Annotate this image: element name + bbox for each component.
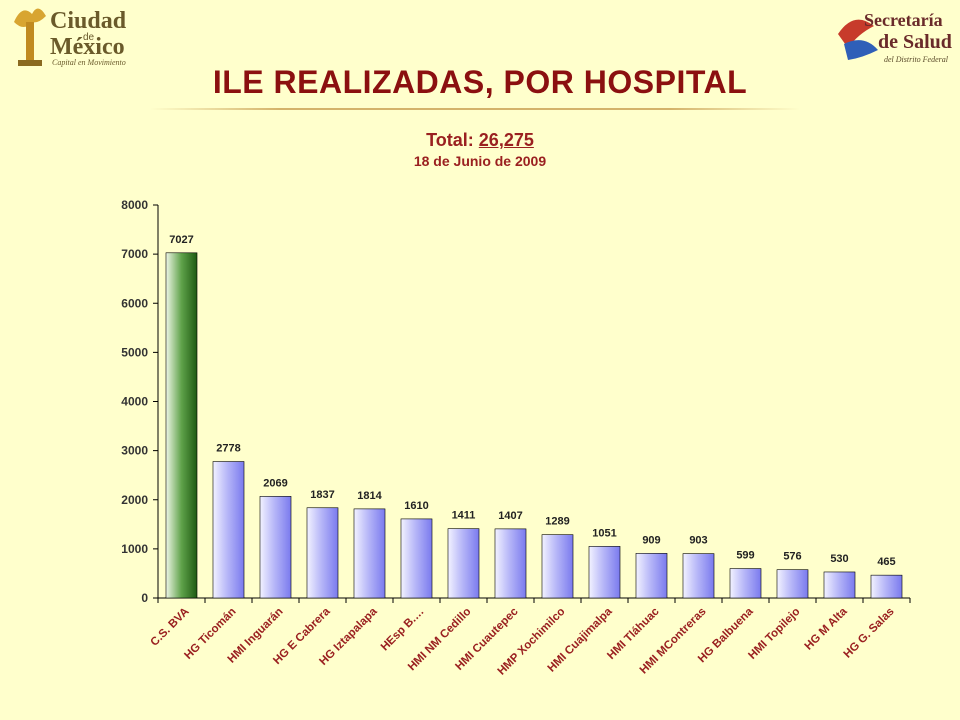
total-value: 26,275 xyxy=(478,130,534,150)
svg-text:de Salud: de Salud xyxy=(878,31,952,53)
svg-text:México: México xyxy=(50,34,125,60)
total-summary: Total: 26,275 xyxy=(0,130,960,151)
category-label: C.S. BVA xyxy=(148,606,191,649)
category-label: HEsp B.… xyxy=(379,606,427,654)
total-label: Total: xyxy=(426,130,474,150)
y-tick-label: 2000 xyxy=(121,493,148,507)
bar xyxy=(400,518,433,599)
y-tick-label: 6000 xyxy=(121,296,148,310)
data-label: 530 xyxy=(830,553,848,565)
bar xyxy=(494,528,527,599)
data-label: 1289 xyxy=(545,516,569,528)
bar xyxy=(823,571,856,599)
secretaria-de-salud-logo: Secretaría de Salud del Distrito Federal xyxy=(838,10,952,64)
svg-text:Secretaría: Secretaría xyxy=(864,10,943,30)
bar xyxy=(212,461,245,599)
data-label: 2778 xyxy=(216,443,240,455)
data-label: 1411 xyxy=(452,510,476,522)
y-tick-label: 8000 xyxy=(121,198,148,212)
data-label: 2069 xyxy=(263,477,287,489)
data-label: 1837 xyxy=(310,489,334,501)
data-label: 576 xyxy=(783,551,801,563)
data-label: 1407 xyxy=(498,510,522,522)
data-label: 1051 xyxy=(592,527,616,539)
bar xyxy=(682,553,715,599)
bar xyxy=(588,546,621,599)
category-label: HG G. Salas xyxy=(842,606,897,661)
bar xyxy=(541,534,574,599)
svg-text:de: de xyxy=(83,32,95,43)
bar xyxy=(306,507,339,599)
bar xyxy=(165,252,198,599)
bar xyxy=(870,574,903,599)
data-label: 599 xyxy=(736,550,754,562)
data-label: 903 xyxy=(689,535,707,547)
data-label: 465 xyxy=(877,556,895,568)
y-tick-label: 5000 xyxy=(121,345,148,359)
svg-text:del Distrito Federal: del Distrito Federal xyxy=(884,55,949,64)
bar xyxy=(776,569,809,599)
report-date: 18 de Junio de 2009 xyxy=(413,153,547,169)
data-label: 7027 xyxy=(169,234,193,246)
data-label: 1610 xyxy=(404,500,428,512)
bar xyxy=(635,553,668,599)
bar xyxy=(729,568,762,599)
title-divider xyxy=(150,108,800,110)
page-title: ILE REALIZADAS, POR HOSPITAL xyxy=(212,64,748,100)
category-label: HG M Alta xyxy=(803,605,850,652)
data-label: 1814 xyxy=(357,490,382,502)
y-tick-label: 1000 xyxy=(121,542,148,556)
svg-text:Ciudad: Ciudad xyxy=(50,8,127,34)
y-tick-label: 4000 xyxy=(121,395,148,409)
y-tick-label: 3000 xyxy=(121,444,148,458)
bar xyxy=(353,508,386,599)
y-tick-label: 7000 xyxy=(121,247,148,261)
bar xyxy=(447,528,480,599)
bar xyxy=(259,496,292,599)
svg-text:Capital en Movimiento: Capital en Movimiento xyxy=(52,58,126,67)
data-label: 909 xyxy=(642,534,660,546)
y-tick-label: 0 xyxy=(141,591,148,605)
ciudad-de-mexico-logo: Ciudad de México Capital en Movimiento xyxy=(14,8,127,67)
